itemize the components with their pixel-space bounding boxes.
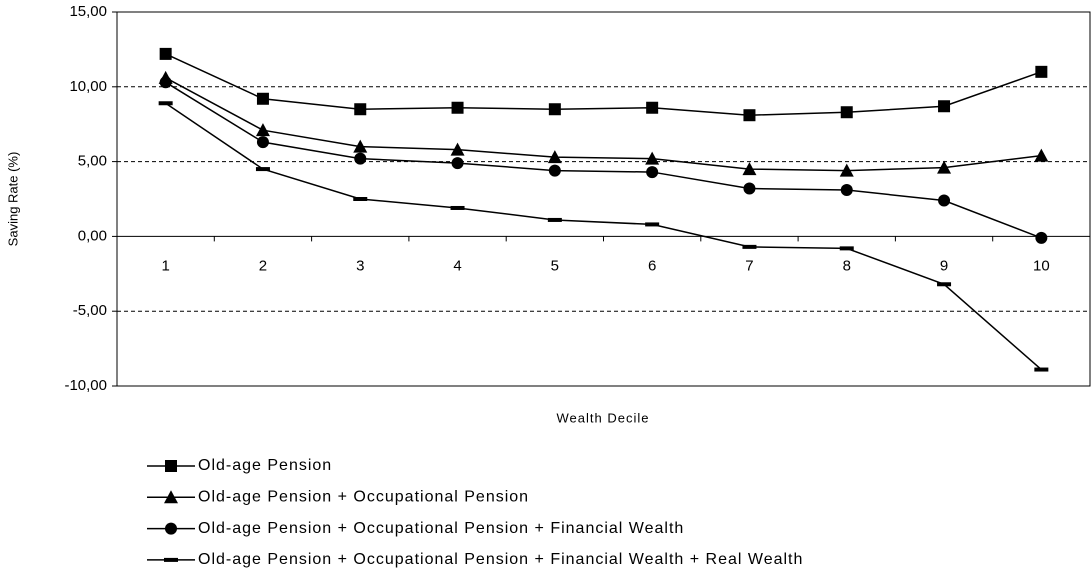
data-point <box>839 163 854 177</box>
data-point <box>451 157 464 170</box>
x-tick-label: 3 <box>356 257 364 274</box>
data-point <box>646 166 659 179</box>
x-axis-title: Wealth Decile <box>557 410 650 425</box>
data-point <box>548 103 561 116</box>
legend-marker <box>165 460 177 472</box>
data-point <box>547 150 562 164</box>
y-tick-label: -5,00 <box>73 302 107 319</box>
series-line <box>165 53 1042 116</box>
data-point <box>645 151 660 165</box>
y-tick-label: 5,00 <box>78 153 107 170</box>
data-point <box>450 205 465 210</box>
x-tick-label: 8 <box>843 257 851 274</box>
data-point <box>645 222 660 227</box>
data-point <box>743 109 756 122</box>
x-tick-label: 6 <box>648 257 656 274</box>
legend-marker <box>164 490 178 504</box>
data-point <box>1035 65 1048 78</box>
series-line <box>165 81 1042 239</box>
x-tick-label: 10 <box>1033 257 1050 274</box>
data-point <box>450 142 465 156</box>
data-point <box>353 139 368 153</box>
y-tick-label: 10,00 <box>69 78 107 95</box>
data-point <box>840 106 853 119</box>
y-axis-title: Saving Rate (%) <box>5 152 20 247</box>
x-tick-label: 2 <box>259 257 267 274</box>
y-tick-label: 0,00 <box>78 227 107 244</box>
data-point <box>354 103 367 116</box>
data-point <box>646 101 659 114</box>
legend-marker <box>164 557 178 562</box>
legend-label: Old-age Pension <box>198 457 332 474</box>
legend-label: Old-age Pension + Occupational Pension <box>198 489 529 506</box>
data-point <box>938 100 951 113</box>
series-line <box>165 102 1042 371</box>
data-point <box>840 184 853 197</box>
data-point <box>256 92 269 105</box>
x-tick-label: 7 <box>745 257 753 274</box>
data-point <box>256 136 269 149</box>
x-tick-label: 9 <box>940 257 948 274</box>
data-point <box>451 101 464 114</box>
x-tick-label: 4 <box>453 257 461 274</box>
legend-marker <box>165 522 177 535</box>
data-point <box>937 160 952 174</box>
data-point <box>1034 367 1049 372</box>
data-point <box>255 123 270 137</box>
data-point <box>547 217 562 222</box>
data-point <box>1035 231 1048 244</box>
data-point <box>742 244 757 249</box>
data-point <box>159 47 172 60</box>
x-tick-label: 1 <box>161 257 169 274</box>
data-point <box>159 76 172 89</box>
data-point <box>158 101 173 106</box>
y-tick-label: 15,00 <box>69 3 107 20</box>
data-point <box>743 182 756 195</box>
data-point <box>255 167 270 172</box>
data-point <box>353 197 368 201</box>
legend-label: Old-age Pension + Occupational Pension +… <box>198 551 803 568</box>
data-point <box>354 152 367 165</box>
data-point <box>839 246 854 251</box>
series-line <box>165 77 1042 172</box>
data-point <box>937 282 952 287</box>
data-point <box>1034 148 1049 162</box>
x-tick-label: 5 <box>551 257 559 274</box>
plot-frame <box>116 11 1091 387</box>
data-point <box>548 164 561 177</box>
y-tick-label: -10,00 <box>64 377 107 394</box>
legend-label: Old-age Pension + Occupational Pension +… <box>198 520 684 537</box>
data-point <box>742 162 757 176</box>
data-point <box>938 194 951 207</box>
